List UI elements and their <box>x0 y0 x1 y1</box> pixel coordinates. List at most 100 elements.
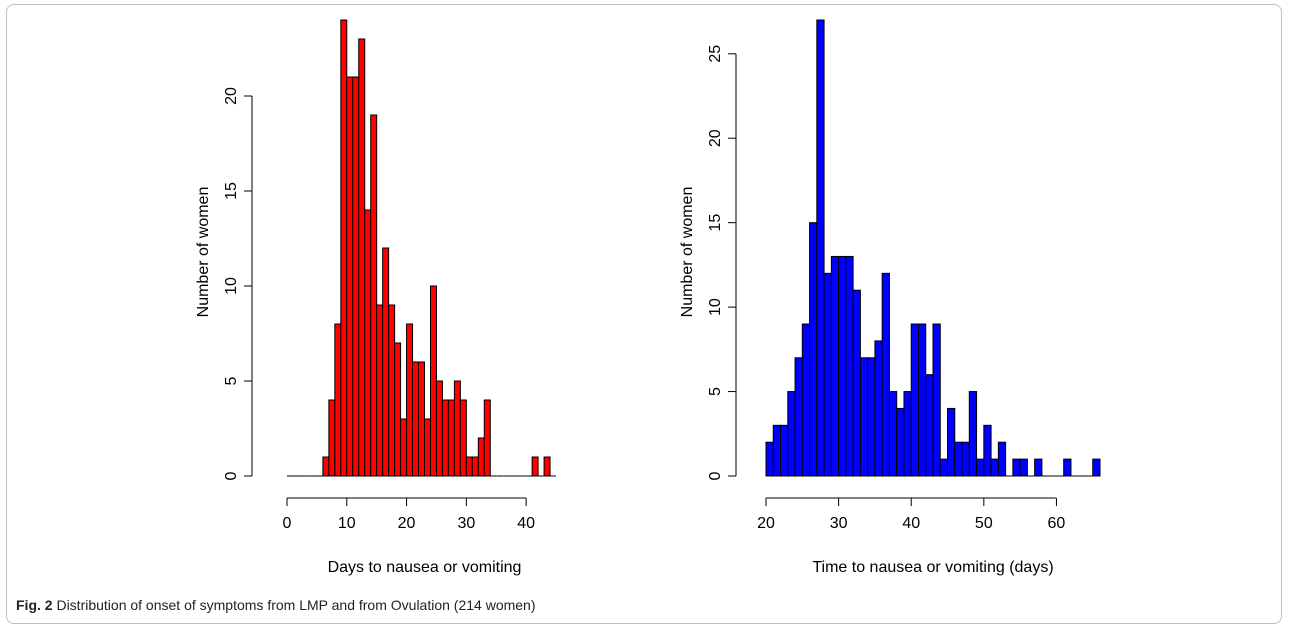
histogram-bar <box>334 323 342 477</box>
histogram-bar <box>896 407 905 477</box>
histogram-bar <box>947 407 956 477</box>
histogram-bar <box>780 424 789 477</box>
histogram-bar <box>968 391 978 477</box>
histogram-bar <box>471 456 479 477</box>
histogram-bar <box>874 340 883 477</box>
histogram-bar <box>382 247 390 477</box>
histogram-bar <box>531 456 539 477</box>
histogram-bar <box>838 255 847 477</box>
histogram-bar <box>406 323 414 477</box>
histogram-bar <box>400 418 408 477</box>
x-axis-label: Time to nausea or vomiting (days) <box>812 559 1053 576</box>
y-tick-label: 20 <box>707 129 724 147</box>
y-axis-label: Number of women <box>679 187 696 318</box>
histogram-bar <box>352 76 360 477</box>
histogram-bar <box>954 441 963 477</box>
histogram-bar <box>388 304 396 477</box>
histogram-bar <box>465 456 473 477</box>
histogram-bar <box>483 399 491 477</box>
histogram-bar <box>477 437 485 477</box>
histogram-bar <box>435 380 443 477</box>
x-tick-label: 60 <box>1048 515 1066 532</box>
figure-caption-label: Fig. 2 <box>16 597 53 613</box>
figure-caption-text: Distribution of onset of symptoms from L… <box>56 597 536 613</box>
histogram-bar <box>816 19 825 477</box>
histogram-bar <box>917 323 927 477</box>
histogram-bar <box>823 272 832 477</box>
y-tick-label: 15 <box>223 182 240 200</box>
histogram-bar <box>852 289 861 477</box>
histogram-bar <box>939 458 949 477</box>
histogram-bar <box>990 458 999 477</box>
histogram-bar <box>1034 458 1043 477</box>
y-tick-label: 0 <box>707 471 724 480</box>
histogram-bar <box>932 323 941 477</box>
histogram-bar <box>370 114 378 477</box>
histogram-bar <box>772 424 782 477</box>
histogram-bar <box>358 38 366 477</box>
histogram-bar <box>903 391 912 477</box>
histogram-bar <box>441 399 449 477</box>
histogram-bar <box>801 323 811 477</box>
x-tick-label: 30 <box>830 515 848 532</box>
histogram-bar <box>453 380 461 477</box>
histogram-bar <box>340 19 348 477</box>
y-tick-label: 25 <box>707 45 724 63</box>
y-tick-label: 10 <box>223 277 240 295</box>
histogram-bar <box>910 323 919 477</box>
histogram-bar <box>429 285 437 477</box>
histogram-bar <box>1063 458 1072 477</box>
y-tick-label: 5 <box>223 376 240 385</box>
y-tick-label: 20 <box>223 87 240 105</box>
x-tick-label: 20 <box>757 515 775 532</box>
histogram-bar <box>997 441 1007 477</box>
histogram-bar <box>794 357 803 477</box>
histogram-bar <box>983 424 992 477</box>
histogram-bar <box>1012 458 1021 477</box>
histogram-bar <box>412 361 420 477</box>
histogram-bar <box>346 76 354 477</box>
histogram-bar <box>961 441 970 477</box>
histogram-bar <box>328 399 336 477</box>
histogram-bar <box>881 272 890 477</box>
histogram-bar <box>418 361 425 477</box>
y-tick-label: 15 <box>707 214 724 232</box>
histogram-bar <box>976 458 985 477</box>
y-tick-label: 5 <box>707 387 724 396</box>
x-tick-label: 10 <box>338 515 356 532</box>
histogram-bar <box>859 357 869 477</box>
figure-frame <box>6 4 1282 624</box>
histogram-bar <box>376 304 384 477</box>
y-axis-label: Number of women <box>195 187 212 318</box>
figure-caption: Fig. 2 Distribution of onset of symptoms… <box>16 597 536 613</box>
x-tick-label: 0 <box>283 515 292 532</box>
x-tick-label: 50 <box>975 515 993 532</box>
x-tick-label: 30 <box>457 515 475 532</box>
histogram-bar <box>424 418 431 477</box>
histogram-bar <box>888 391 898 477</box>
histogram-bar <box>809 222 818 477</box>
histogram-bar <box>447 399 455 477</box>
histogram-bar <box>1092 458 1101 477</box>
histogram-bar <box>322 456 330 477</box>
x-tick-label: 40 <box>902 515 920 532</box>
y-tick-label: 10 <box>707 298 724 316</box>
x-tick-label: 20 <box>398 515 416 532</box>
histogram-bar <box>543 456 551 477</box>
histogram-bar <box>787 391 796 477</box>
x-tick-label: 40 <box>517 515 535 532</box>
histogram-bar <box>459 399 467 477</box>
histogram-bar <box>830 255 840 477</box>
histogram-bar <box>364 209 372 477</box>
histogram-bar <box>867 357 876 477</box>
x-axis-label: Days to nausea or vomiting <box>328 559 522 576</box>
chart-days-to-nausea: 0 10 20 30 40 Days to nausea or vomiting 0 5 10 1… <box>195 19 557 576</box>
histogram-bar <box>765 441 774 477</box>
histogram-bar <box>925 374 934 477</box>
y-tick-label: 0 <box>223 471 240 480</box>
histogram-bar <box>845 255 854 477</box>
histogram-bar <box>1019 458 1028 477</box>
histogram-bar <box>394 342 402 477</box>
